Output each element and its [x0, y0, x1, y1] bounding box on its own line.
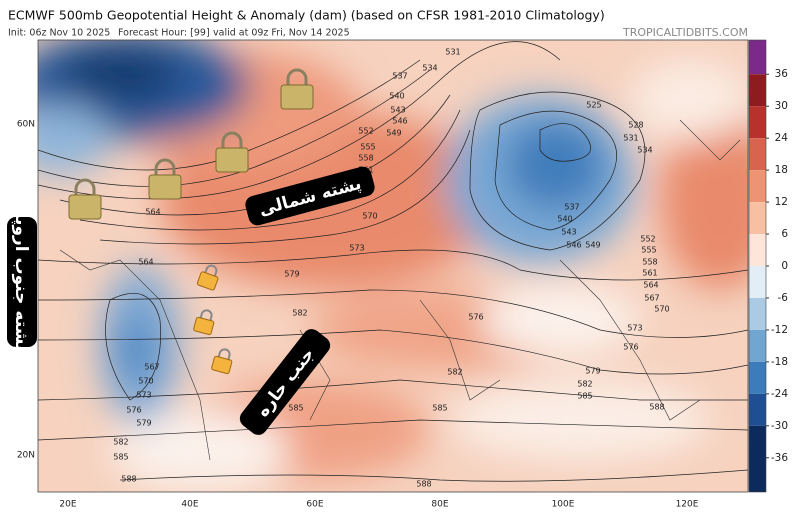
annotation-text: پشته جنوب اروپا	[11, 213, 31, 352]
contour-label: 561	[642, 269, 657, 278]
contour-label: 570	[654, 305, 669, 314]
contour-label: 576	[623, 343, 638, 352]
colorbar-tick-label: -36	[771, 452, 788, 464]
longitude-label: 120E	[676, 500, 699, 510]
colorbar-band	[749, 393, 766, 426]
annotation-label: پشته جنوب اروپا	[7, 213, 37, 352]
colorbar-band	[749, 425, 766, 492]
contour-label: 546	[392, 117, 407, 126]
colorbar-band	[749, 266, 766, 298]
contour-label: 534	[637, 146, 652, 155]
colorbar-tick-label: -6	[778, 292, 789, 304]
valid-time: valid at 09z Fri, Nov 14 2025	[213, 28, 350, 39]
map-frame	[37, 39, 749, 493]
colorbar-band	[749, 234, 766, 266]
contour-label: 552	[640, 235, 655, 244]
annotation-box	[7, 217, 37, 347]
colorbar-band	[749, 297, 766, 330]
longitude-label: 20E	[59, 500, 76, 510]
colorbar-tick-label: 24	[775, 132, 789, 144]
contour-label: 552	[358, 127, 373, 136]
contour-label: 582	[113, 438, 128, 447]
contour-label: 567	[144, 363, 159, 372]
contour-label: 567	[644, 294, 659, 303]
contour-label: 549	[585, 241, 600, 250]
colorbar-band	[749, 74, 766, 107]
contour-label: 531	[623, 134, 638, 143]
contour-label: 570	[138, 377, 153, 386]
contour-label: 549	[386, 129, 401, 138]
longitude-label: 60E	[306, 500, 323, 510]
lock-icons	[68, 68, 314, 375]
contour-label: 528	[628, 121, 643, 130]
contour-label: 540	[389, 92, 404, 101]
contour-label: 588	[649, 403, 664, 412]
contour-label: 543	[561, 228, 576, 237]
contour-label: 564	[145, 208, 160, 217]
colorbar-frame	[748, 39, 767, 493]
contour-label: 579	[284, 270, 299, 279]
contour-label: 582	[447, 368, 462, 377]
contour-label: 531	[445, 48, 460, 57]
init-time: Init: 06z Nov 10 2025	[8, 28, 110, 39]
colorbar-band	[749, 138, 766, 171]
contour-label: 579	[585, 367, 600, 376]
colorbar-tick-label: 18	[775, 164, 788, 176]
colorbar-band	[749, 329, 766, 362]
longitude-label: 40E	[181, 500, 198, 510]
contour-label: 576	[126, 406, 141, 415]
contour-label: 585	[577, 392, 592, 401]
contour-label: 537	[392, 72, 407, 81]
contour-label: 558	[358, 154, 373, 163]
contour-label: 543	[390, 106, 405, 115]
annotation-box	[239, 329, 331, 435]
contour-label: 573	[349, 244, 364, 253]
latitude-label: 60N	[17, 120, 35, 130]
colorbar-tick-label: -30	[771, 420, 788, 432]
colorbar-tick-label: -18	[771, 356, 788, 368]
contour-label: 582	[292, 309, 307, 318]
latitude-label: 20N	[17, 451, 35, 461]
colorbar-tick-label: 36	[775, 68, 789, 80]
colorbar-band	[749, 361, 766, 394]
contour-label: 540	[557, 215, 572, 224]
contour-label: 555	[641, 246, 656, 255]
colorbar-band	[749, 40, 766, 75]
contour-label: 576	[468, 313, 483, 322]
contour-label: 588	[121, 475, 136, 484]
title: ECMWF 500mb Geopotential Height & Anomal…	[8, 8, 605, 23]
colorbar-band	[749, 202, 766, 235]
site-credit: TROPICALTIDBITS.COM	[622, 26, 748, 39]
forecast-hour: Forecast Hour: [99]	[118, 28, 210, 39]
contour-label: 573	[627, 324, 642, 333]
colorbar-tick-label: 0	[781, 260, 788, 272]
contour-label: 573	[136, 391, 151, 400]
contour-label: 525	[586, 101, 601, 110]
colorbar-tick-label: 12	[775, 196, 788, 208]
longitude-label: 100E	[552, 500, 575, 510]
contour-label: 534	[422, 64, 437, 73]
colorbar-tick-label: 6	[781, 228, 788, 240]
annotation-box	[245, 166, 375, 226]
contour-label: 537	[564, 203, 579, 212]
colorbar-tick-label: 30	[775, 100, 788, 112]
colorbar-band	[749, 170, 766, 203]
contour-label: 564	[643, 281, 658, 290]
contour-label: 585	[113, 453, 128, 462]
longitude-label: 80E	[431, 500, 448, 510]
contour-label: 555	[360, 143, 375, 152]
contour-label: 579	[136, 419, 151, 428]
contour-label: 558	[642, 258, 657, 267]
contour-label: 585	[288, 404, 303, 413]
colorbar-tick-label: -24	[771, 388, 788, 400]
contour-label: 564	[138, 258, 153, 267]
contour-label: 588	[416, 480, 431, 489]
contour-label: 585	[432, 404, 447, 413]
contour-label: 546	[566, 241, 581, 250]
contour-label: 582	[577, 380, 592, 389]
contour-label: 570	[362, 212, 377, 221]
colorbar-band	[749, 106, 766, 139]
colorbar-tick-label: -12	[771, 324, 788, 336]
